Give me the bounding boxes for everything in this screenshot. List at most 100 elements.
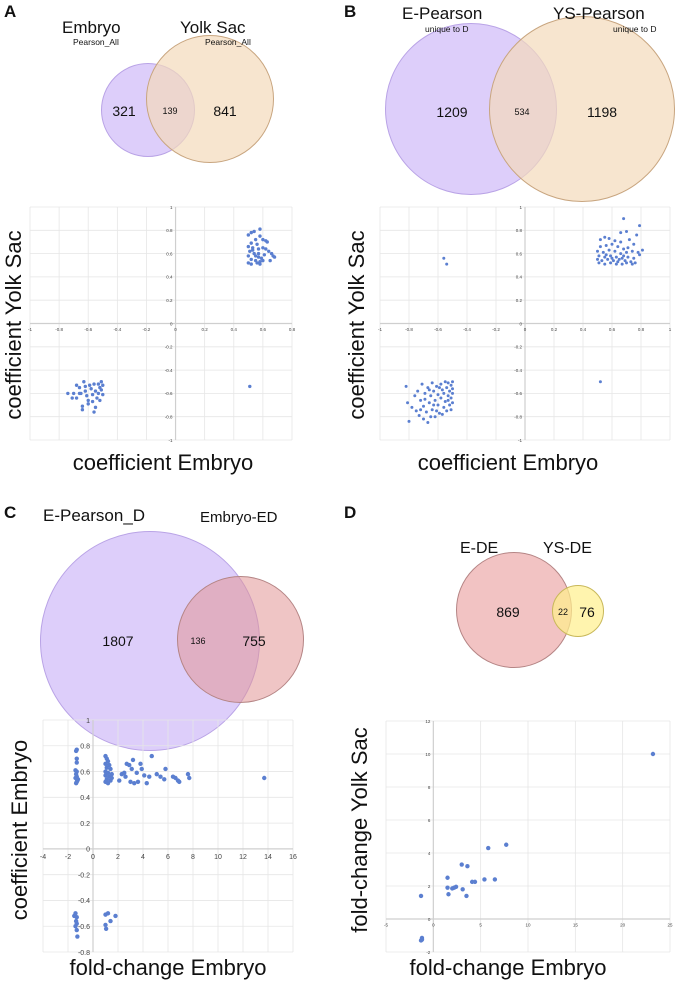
data-point [630, 262, 634, 266]
data-point [609, 254, 613, 258]
y-axis-label: fold-change Yolk Sac [347, 727, 372, 933]
venn-count-right: 1198 [586, 104, 618, 120]
data-point [416, 389, 420, 393]
data-point [75, 934, 80, 939]
data-point [154, 771, 159, 777]
data-point [626, 246, 630, 250]
data-point [435, 409, 439, 413]
y-tick-label: 0.4 [166, 275, 173, 280]
data-point [453, 884, 459, 890]
venn-count-left: 1807 [102, 633, 134, 649]
data-point [249, 262, 253, 266]
data-point [598, 380, 602, 384]
y-tick-label: 1 [170, 205, 173, 210]
venn-label-left: Embryo [62, 18, 121, 37]
y-tick-label: -0.4 [78, 898, 90, 905]
data-point [432, 403, 436, 407]
y-tick-label: -0.8 [165, 415, 173, 420]
data-point [424, 410, 428, 414]
x-tick-label: 0.2 [202, 327, 209, 332]
data-point [70, 396, 74, 400]
data-point [144, 780, 149, 786]
data-point [108, 918, 113, 924]
panel-label-c: C [4, 503, 17, 522]
x-axis-label: fold-change Embryo [69, 955, 267, 980]
venn-count-overlap: 139 [162, 106, 178, 116]
venn-count-right: 841 [213, 103, 237, 119]
data-point [101, 392, 105, 397]
data-point [73, 780, 79, 786]
data-point [149, 753, 154, 759]
data-point [103, 926, 109, 931]
data-point [426, 421, 430, 425]
data-point [95, 396, 99, 400]
y-tick-label: -0.2 [165, 345, 173, 350]
data-point [437, 386, 441, 390]
data-point [253, 237, 258, 242]
data-point [607, 248, 611, 252]
x-tick-label: -0.4 [113, 327, 121, 332]
data-point [86, 402, 90, 406]
data-point [633, 261, 637, 265]
data-point [442, 256, 446, 260]
venn-sublabel-left: Pearson_All [73, 37, 119, 47]
x-tick-label: -0.4 [463, 327, 471, 332]
x-tick-label: 12 [239, 854, 247, 861]
venn-count-left: 869 [496, 604, 520, 620]
y-tick-label: 0.4 [516, 275, 523, 280]
x-tick-label: 0 [174, 327, 177, 332]
x-tick-label: 0.2 [551, 327, 558, 332]
data-point [74, 760, 79, 765]
y-tick-label: 0.4 [80, 795, 90, 802]
data-point [74, 756, 79, 761]
data-point [98, 398, 102, 403]
data-point [258, 227, 262, 231]
data-point [74, 927, 79, 933]
data-point [627, 238, 631, 242]
data-point [622, 254, 626, 258]
data-point [614, 262, 618, 266]
data-point [258, 234, 262, 238]
venn-count-overlap: 136 [190, 636, 206, 646]
y-tick-label: -0.6 [165, 391, 173, 396]
data-point [99, 380, 104, 384]
data-point [103, 773, 108, 778]
data-point [135, 779, 141, 785]
data-point [635, 233, 639, 237]
data-point [418, 938, 424, 943]
data-point [445, 885, 450, 890]
data-point [404, 384, 408, 388]
data-point [625, 229, 628, 233]
data-point [440, 412, 444, 416]
x-tick-label: 0.4 [231, 327, 238, 332]
data-point [482, 877, 487, 882]
x-tick-label: 10 [214, 854, 222, 861]
data-point [439, 396, 443, 400]
data-point [630, 249, 634, 253]
y-tick-label: 1 [519, 205, 522, 210]
y-tick-label: 0.6 [80, 769, 90, 776]
data-point [74, 396, 79, 400]
venn-circle-ys-de [552, 585, 604, 637]
data-point [142, 773, 147, 778]
data-point [433, 398, 437, 402]
data-point [407, 419, 411, 423]
x-axis-label: fold-change Embryo [409, 955, 607, 980]
data-point [429, 394, 433, 398]
data-point [464, 893, 469, 899]
data-point [613, 239, 617, 243]
venn-label-left: E-Pearson [402, 4, 483, 23]
data-point [113, 913, 118, 919]
data-point [252, 229, 256, 234]
x-tick-label: 16 [289, 854, 297, 861]
data-point [486, 845, 491, 851]
venn-circle-ys-pearson [489, 16, 675, 202]
data-point [609, 261, 613, 265]
y-tick-label: 0.2 [166, 298, 173, 303]
data-point [620, 262, 624, 266]
data-point [105, 911, 111, 916]
x-tick-label: 0 [524, 327, 527, 332]
data-point [449, 408, 453, 412]
panel-label-d: D [344, 503, 357, 522]
